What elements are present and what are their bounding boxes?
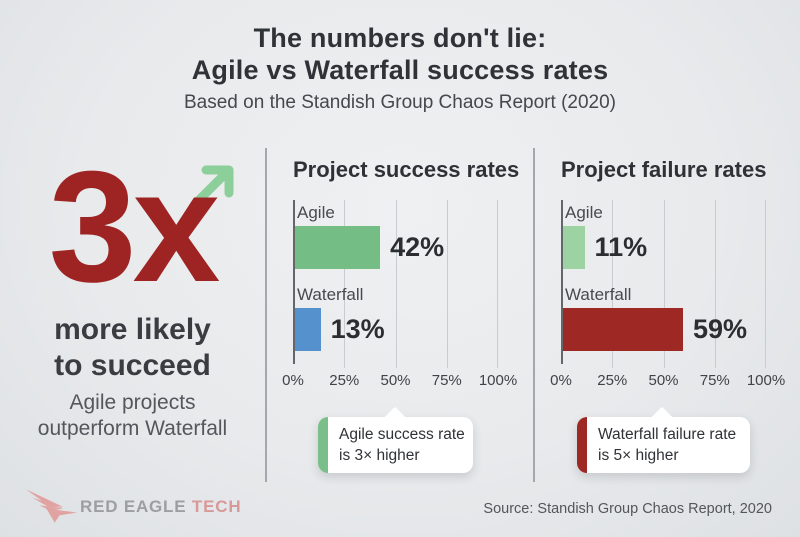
value-label-agile-success: 42% xyxy=(390,232,445,262)
chart-title-failure: Project failure rates xyxy=(561,157,767,182)
value-label-agile-failure: 11% xyxy=(594,232,648,262)
gridline-75 xyxy=(446,200,448,368)
brand-suffix: TECH xyxy=(191,497,242,516)
y-axis-line xyxy=(561,200,563,364)
subtitle: Based on the Standish Group Chaos Report… xyxy=(184,92,616,113)
gridline-75 xyxy=(714,200,716,368)
y-axis-line xyxy=(293,200,295,364)
callout-line2: is 5× higher xyxy=(598,447,679,464)
category-label-agile: Agile xyxy=(297,203,335,222)
category-label-waterfall: Waterfall xyxy=(565,285,632,304)
gridline-50 xyxy=(395,200,397,368)
callout-text: Agile success rate is 3× higher xyxy=(339,424,467,466)
gridline-25 xyxy=(612,200,614,368)
callout-line1: Agile success rate xyxy=(339,426,465,443)
x-tick-75: 75% xyxy=(699,372,730,389)
caption-line2: to succeed xyxy=(54,349,211,382)
title-line2: Agile vs Waterfall success rates xyxy=(191,55,609,85)
subcaption-line1: Agile projects xyxy=(69,391,196,414)
x-tick-0: 0% xyxy=(282,372,304,389)
chart-title-success: Project success rates xyxy=(293,157,520,182)
subcaption-line2: outperform Waterfall xyxy=(37,417,228,440)
x-tick-50: 50% xyxy=(380,372,411,389)
callout-text: Waterfall failure rate is 5× higher xyxy=(598,424,744,466)
x-tick-100: 100% xyxy=(746,372,786,389)
x-tick-25: 25% xyxy=(329,372,360,389)
x-tick-75: 75% xyxy=(431,372,462,389)
caption-line1: more likely xyxy=(54,313,211,346)
x-tick-100: 100% xyxy=(478,372,518,389)
bar-waterfall-failure xyxy=(562,308,683,351)
page-title: The numbers don't lie: Agile vs Waterfal… xyxy=(0,22,800,86)
bar-agile-failure xyxy=(562,226,585,269)
multiplier-value: 3x xyxy=(48,139,221,315)
red-eagle-logo-icon xyxy=(24,487,80,525)
gridline-100 xyxy=(765,200,766,368)
value-label-waterfall-failure: 59% xyxy=(692,314,747,344)
bar-agile-success xyxy=(294,226,381,269)
header: The numbers don't lie: Agile vs Waterfal… xyxy=(0,22,800,114)
callout-accent-bar xyxy=(577,417,587,473)
source-note: Source: Standish Group Chaos Report, 202… xyxy=(483,501,772,517)
brand-name: RED EAGLE xyxy=(80,497,187,516)
x-tick-0: 0% xyxy=(550,372,572,389)
divider-right xyxy=(533,148,535,482)
title-line1: The numbers don't lie: xyxy=(253,23,547,53)
divider-left xyxy=(265,148,267,482)
category-label-agile: Agile xyxy=(565,203,603,222)
gridline-100 xyxy=(497,200,498,368)
gridline-50 xyxy=(663,200,665,368)
category-label-waterfall: Waterfall xyxy=(297,285,364,304)
callout-success: Agile success rate is 3× higher xyxy=(318,406,473,473)
multiplier-subcaption: Agile projects outperform Waterfall xyxy=(0,390,265,442)
brand-wordmark: RED EAGLE TECH xyxy=(80,497,241,517)
callout-accent-bar xyxy=(318,417,328,473)
callout-line1: Waterfall failure rate xyxy=(598,426,737,443)
success-chart-plot: Agile 42% Waterfall 13% 0% 25% 50% 75% 1… xyxy=(282,200,517,389)
multiplier-caption: more likely to succeed xyxy=(0,312,265,384)
x-tick-25: 25% xyxy=(597,372,628,389)
callout-line2: is 3× higher xyxy=(339,447,420,464)
value-label-waterfall-success: 13% xyxy=(330,314,385,344)
bar-waterfall-success xyxy=(294,308,321,351)
growth-arrow-icon xyxy=(184,157,242,215)
gridline-25 xyxy=(344,200,346,368)
failure-chart-plot: Agile 11% Waterfall 59% 0% 25% 50% 75% 1… xyxy=(550,200,785,389)
x-tick-50: 50% xyxy=(648,372,679,389)
callout-failure: Waterfall failure rate is 5× higher xyxy=(577,406,750,473)
